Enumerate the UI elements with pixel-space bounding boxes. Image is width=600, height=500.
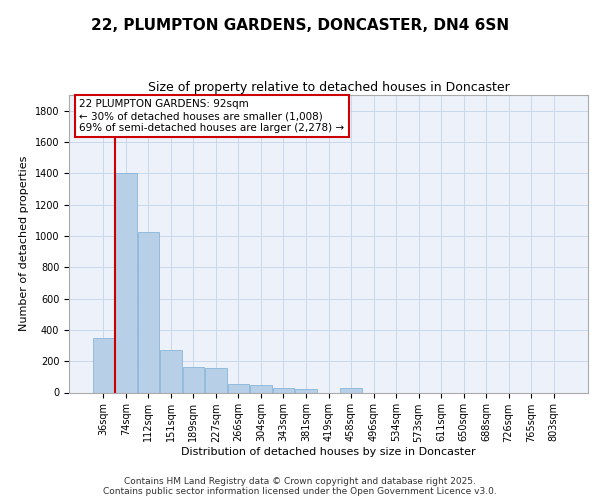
Y-axis label: Number of detached properties: Number of detached properties [19,156,29,332]
Bar [205,368,227,392]
Bar [340,388,362,392]
Bar [182,368,204,392]
Title: Size of property relative to detached houses in Doncaster: Size of property relative to detached ho… [148,81,509,94]
Bar [250,384,272,392]
Bar [160,350,182,393]
Bar [92,338,114,392]
Bar [295,388,317,392]
Text: 22 PLUMPTON GARDENS: 92sqm
← 30% of detached houses are smaller (1,008)
69% of s: 22 PLUMPTON GARDENS: 92sqm ← 30% of deta… [79,100,344,132]
X-axis label: Distribution of detached houses by size in Doncaster: Distribution of detached houses by size … [181,448,476,458]
Bar [273,388,294,392]
Text: Contains HM Land Registry data © Crown copyright and database right 2025.
Contai: Contains HM Land Registry data © Crown c… [103,476,497,496]
Bar [115,174,137,392]
Text: 22, PLUMPTON GARDENS, DONCASTER, DN4 6SN: 22, PLUMPTON GARDENS, DONCASTER, DN4 6SN [91,18,509,32]
Bar [228,384,249,392]
Bar [137,232,159,392]
